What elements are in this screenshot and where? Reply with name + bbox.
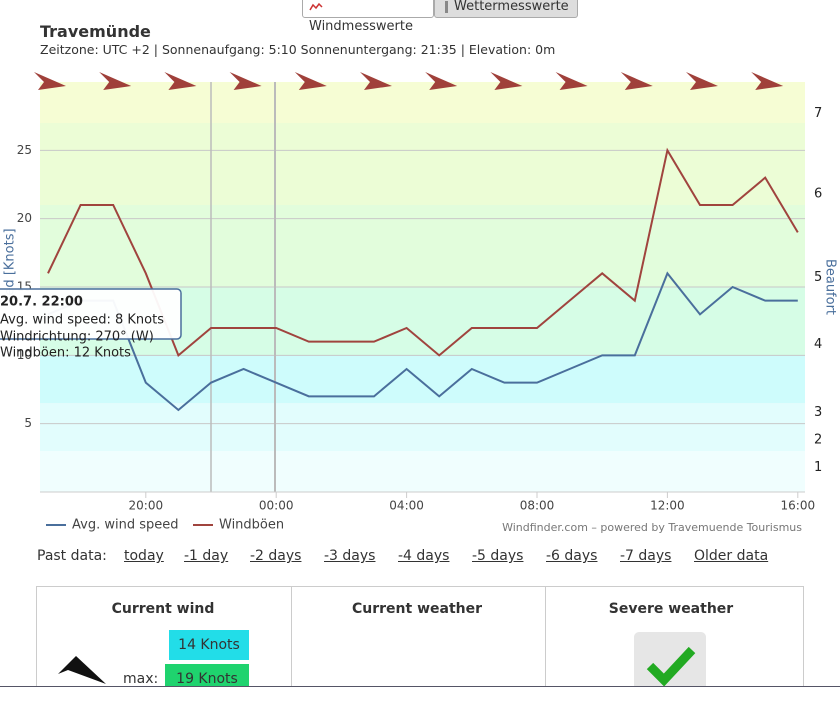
past-data-link[interactable]: -2 days	[250, 548, 302, 564]
y-axis-label: ed [Knots]	[3, 228, 18, 295]
y-tick-label: 25	[17, 143, 32, 157]
direction-arrow	[425, 72, 458, 90]
y2-axis-label: Beaufort	[823, 259, 838, 315]
direction-arrow	[294, 72, 327, 90]
series-line	[47, 271, 798, 412]
tab-weather[interactable]: Wettermesswerte	[434, 0, 578, 18]
y2-tick-label: 6	[814, 187, 822, 202]
past-data-link[interactable]: -4 days	[398, 548, 450, 564]
y-tick-label: 10	[17, 348, 32, 362]
legend: Avg. wind speed Windböen	[46, 518, 284, 533]
panel-divider	[545, 587, 546, 697]
tooltip-box	[0, 288, 182, 340]
beaufort-band	[40, 205, 805, 287]
tooltip-title: 20.7. 22:00	[0, 295, 83, 310]
beaufort-band	[40, 355, 805, 404]
panel-divider	[291, 587, 292, 697]
past-data-link[interactable]: -7 days	[620, 548, 672, 564]
credit: Windfinder.com – powered by Travemuende …	[502, 521, 802, 534]
series	[47, 147, 799, 412]
panel-title: Severe weather	[608, 601, 734, 617]
direction-arrow	[229, 72, 262, 90]
direction-arrow	[164, 72, 197, 90]
past-data-link[interactable]: -1 day	[184, 548, 229, 564]
wind-arrow-icon	[58, 656, 106, 684]
tooltip-line: Avg. wind speed: 8 Knots	[0, 313, 164, 328]
series-line	[47, 147, 799, 357]
direction-arrows	[34, 72, 784, 90]
tab-label: Windmesswerte	[309, 19, 413, 34]
direction-arrow	[99, 72, 132, 90]
panel-title: Current wind	[111, 601, 215, 617]
y2-tick-label: 5	[814, 270, 822, 285]
direction-arrow	[751, 72, 784, 90]
past-data-link[interactable]: -5 days	[472, 548, 524, 564]
past-data-label: Past data:	[37, 548, 107, 564]
check-icon	[634, 632, 706, 692]
beaufort-band	[40, 82, 805, 123]
beaufort-band	[40, 403, 805, 451]
y2-tick-label: 2	[814, 433, 822, 448]
tooltip-line: Windböen: 12 Knots	[0, 346, 131, 361]
direction-arrow	[555, 72, 588, 90]
y2-tick-label: 3	[814, 405, 822, 420]
tab-label: Wettermesswerte	[454, 0, 569, 14]
direction-arrow	[686, 72, 718, 90]
x-tick-label: 04:00	[389, 499, 424, 513]
station-title: Travemünde	[40, 22, 151, 41]
beaufort-band	[40, 123, 805, 205]
max-label: max:	[123, 671, 159, 687]
beaufort-band	[40, 451, 805, 492]
tab-icon	[309, 2, 323, 10]
x-tick-label: 00:00	[259, 499, 294, 513]
tooltip-line: Windrichtung: 270° (W)	[0, 330, 154, 345]
past-data-link[interactable]: today	[124, 548, 164, 564]
panel-title: Current weather	[351, 601, 482, 617]
past-data-link[interactable]: -6 days	[546, 548, 598, 564]
direction-arrow	[490, 72, 523, 90]
direction-arrow	[620, 72, 653, 90]
station-info: Zeitzone: UTC +2 | Sonnenaufgang: 5:10 S…	[40, 42, 556, 57]
x-tick-label: 20:00	[129, 499, 164, 513]
tab-icon	[445, 0, 448, 13]
tooltip: 20.7. 22:00 Avg. wind speed: 8 Knots Win…	[0, 288, 182, 361]
legend-label: Windböen	[219, 518, 284, 533]
past-data-link[interactable]: -3 days	[324, 548, 376, 564]
x-tick-label: 08:00	[520, 499, 555, 513]
y-tick-label: 20	[17, 211, 32, 225]
y2-tick-label: 4	[814, 337, 822, 352]
x-tick-label: 16:00	[781, 499, 816, 513]
y2-tick-label: 7	[814, 106, 822, 121]
direction-arrow	[360, 72, 392, 90]
tab-wind[interactable]: Windmesswerte	[302, 0, 434, 34]
x-tick-label: 12:00	[650, 499, 685, 513]
legend-label: Avg. wind speed	[72, 518, 178, 533]
past-data-link[interactable]: Older data	[694, 548, 769, 564]
y2-tick-label: 1	[814, 460, 822, 475]
direction-arrow	[34, 72, 66, 90]
y-tick-label: 5	[24, 416, 32, 430]
wind-speed: 14 Knots	[169, 630, 249, 660]
footer-edge	[0, 686, 840, 716]
